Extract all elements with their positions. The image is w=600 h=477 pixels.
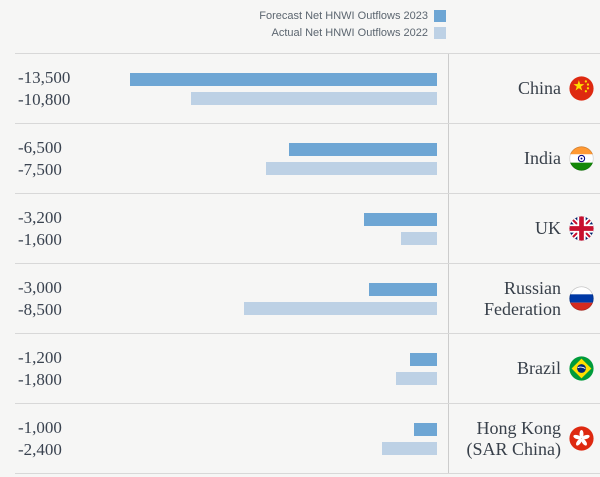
- country-cell: China: [448, 54, 600, 123]
- hong-kong-flag-icon: [569, 426, 594, 451]
- chart-row: -3,200 -1,600 UK: [15, 193, 600, 263]
- chart-row: -1,200 -1,800 Brazil: [15, 333, 600, 403]
- bar-group: [244, 282, 437, 315]
- actual-value-label: -1,800: [18, 369, 62, 389]
- value-labels: -3,200 -1,600: [18, 207, 62, 251]
- actual-bar: [382, 441, 437, 455]
- bar-group: [266, 142, 437, 175]
- uk-flag-icon: [569, 216, 594, 241]
- bar-group: [364, 212, 437, 245]
- legend-label-forecast: Forecast Net HNWI Outflows 2023: [259, 9, 428, 22]
- actual-bar: [401, 231, 437, 245]
- actual-swatch-icon: [434, 26, 446, 39]
- actual-value-label: -10,800: [18, 89, 71, 109]
- bar-group: [382, 422, 437, 455]
- country-label: Brazil: [517, 358, 561, 378]
- actual-bar: [244, 301, 437, 315]
- chart-row: -1,000 -2,400 Hong Kong (SAR China): [15, 403, 600, 473]
- value-labels: -13,500 -10,800: [18, 67, 70, 111]
- brazil-flag-icon: [569, 356, 594, 381]
- value-labels: -3,000 -8,500: [18, 277, 62, 321]
- forecast-value-label: -1,000: [18, 417, 62, 437]
- india-flag-icon: [569, 146, 594, 171]
- forecast-value-label: -3,200: [18, 207, 62, 227]
- country-cell: India: [448, 124, 600, 193]
- bar-group: [130, 72, 437, 105]
- actual-value-label: -1,600: [18, 229, 62, 249]
- legend-item-forecast: Forecast Net HNWI Outflows 2023: [259, 9, 446, 22]
- chart-legend: Forecast Net HNWI Outflows 2023 Actual N…: [259, 9, 446, 39]
- forecast-swatch-icon: [434, 9, 446, 22]
- actual-value-label: -2,400: [18, 439, 62, 459]
- chart-row: -6,500 -7,500 India: [15, 123, 600, 193]
- forecast-bar: [364, 212, 437, 226]
- country-cell: Hong Kong (SAR China): [448, 404, 600, 473]
- country-cell: Russian Federation: [448, 264, 600, 333]
- forecast-value-label: -6,500: [18, 137, 62, 157]
- actual-value-label: -7,500: [18, 159, 62, 179]
- value-labels: -1,000 -2,400: [18, 417, 62, 461]
- forecast-value-label: -3,000: [18, 277, 62, 297]
- bar-group: [396, 352, 437, 385]
- country-label: China: [518, 78, 561, 98]
- country-cell: UK: [448, 194, 600, 263]
- legend-item-actual: Actual Net HNWI Outflows 2022: [259, 26, 446, 39]
- forecast-bar: [289, 142, 437, 156]
- value-labels: -1,200 -1,800: [18, 347, 62, 391]
- country-label: Hong Kong (SAR China): [466, 417, 562, 459]
- actual-bar: [266, 161, 437, 175]
- forecast-value-label: -13,500: [18, 67, 71, 87]
- value-labels: -6,500 -7,500: [18, 137, 62, 181]
- country-label: Russian Federation: [484, 277, 561, 319]
- china-flag-icon: [569, 76, 594, 101]
- actual-bar: [396, 371, 437, 385]
- country-label: UK: [535, 218, 561, 238]
- country-label: India: [524, 148, 561, 168]
- chart-row: -3,000 -8,500 Russian Federation: [15, 263, 600, 333]
- forecast-bar: [369, 282, 437, 296]
- forecast-bar: [414, 422, 437, 436]
- forecast-bar: [130, 72, 437, 86]
- forecast-value-label: -1,200: [18, 347, 62, 367]
- chart-row: -13,500 -10,800 China: [15, 53, 600, 123]
- actual-value-label: -8,500: [18, 299, 62, 319]
- actual-bar: [191, 91, 437, 105]
- country-cell: Brazil: [448, 334, 600, 403]
- russia-flag-icon: [569, 286, 594, 311]
- chart-rows: -13,500 -10,800 China -6,500 -7,500 Indi…: [15, 53, 600, 474]
- forecast-bar: [410, 352, 437, 366]
- legend-label-actual: Actual Net HNWI Outflows 2022: [271, 26, 428, 39]
